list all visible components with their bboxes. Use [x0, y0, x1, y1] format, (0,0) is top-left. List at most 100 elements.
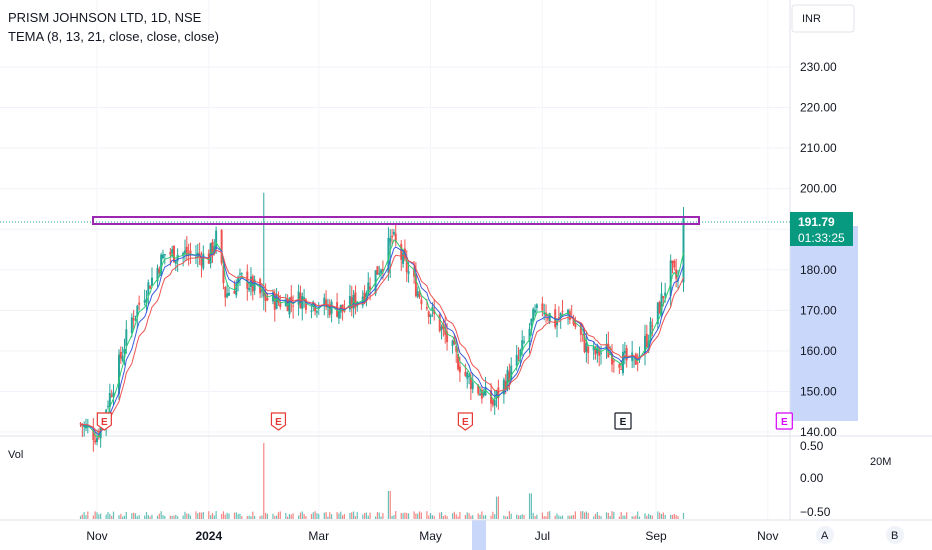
volume-bar — [288, 513, 291, 519]
volume-bar — [593, 516, 595, 519]
volume-bar — [330, 514, 333, 519]
candle-body — [149, 286, 152, 289]
candle-body — [380, 269, 383, 274]
candle-body — [381, 269, 384, 272]
bottom-button-b[interactable]: B — [886, 526, 904, 544]
resistance-box[interactable] — [92, 216, 700, 225]
volume-bar — [362, 514, 364, 519]
volume-tick-label: 0.50 — [800, 439, 824, 453]
candle-body — [682, 216, 685, 283]
candle-body — [530, 318, 533, 326]
time-tick-label: Sep — [645, 529, 667, 543]
candle-body — [444, 326, 447, 335]
bottom-button-a[interactable]: A — [816, 526, 834, 544]
time-tick-label: Nov — [86, 529, 107, 543]
candle-body — [407, 271, 410, 274]
candle-body — [623, 350, 626, 354]
candle-body — [292, 305, 295, 307]
volume-bar — [323, 512, 325, 519]
volume-bar — [363, 513, 366, 519]
candle-body — [156, 267, 159, 282]
candle-body — [160, 254, 163, 276]
volume-bar — [572, 515, 575, 519]
volume-bar — [343, 514, 346, 519]
volume-bar — [149, 516, 151, 519]
candle-body — [222, 265, 225, 284]
time-grid — [96, 0, 769, 520]
volume-bar — [83, 512, 85, 519]
candles — [79, 192, 685, 452]
volume-bar — [594, 513, 597, 519]
volume-bar — [210, 515, 212, 519]
volume-bar — [626, 512, 628, 519]
candle-body — [363, 292, 366, 302]
price-axis[interactable]: 230.00220.00210.00200.00190.00180.00170.… — [800, 60, 837, 439]
volume-bar — [561, 515, 564, 519]
candle-body — [664, 292, 667, 296]
volume-bar — [505, 516, 507, 519]
volume-bar — [122, 516, 124, 519]
candle-body — [579, 323, 582, 335]
volume-bar — [671, 514, 674, 519]
candle-body — [336, 302, 339, 317]
candle-body — [376, 266, 379, 275]
candle-body — [172, 246, 175, 263]
last-price-label: 191.79 01:33:25 — [790, 212, 853, 246]
volume-bar — [237, 513, 239, 519]
volume-bar — [233, 512, 236, 519]
candle-body — [348, 296, 351, 310]
candle-body — [264, 292, 267, 302]
time-axis[interactable]: Nov 2024 Mar May Jul Sep Nov — [86, 529, 778, 543]
volume-bar — [303, 513, 305, 519]
volume-bar — [208, 511, 210, 519]
candle-body — [471, 382, 474, 389]
volume-bar — [272, 513, 274, 519]
volume-bar — [279, 511, 281, 519]
candle-body — [183, 250, 186, 253]
volume-bar — [186, 513, 188, 519]
candle-body — [521, 340, 524, 351]
earnings-marker[interactable]: E — [96, 412, 112, 431]
candle-body — [132, 318, 135, 321]
candle-body — [567, 309, 570, 315]
candle-body — [233, 290, 236, 294]
volume-bar — [404, 512, 406, 519]
volume-bar — [657, 511, 659, 519]
volume-bar — [111, 515, 113, 519]
candle-body — [506, 369, 509, 390]
earnings-marker[interactable]: E — [457, 412, 473, 431]
volume-bar — [246, 515, 248, 519]
candle-body — [528, 328, 531, 343]
volume-scale-extra: 20M — [870, 456, 891, 468]
candle-body — [79, 423, 82, 425]
earnings-marker[interactable]: E — [614, 412, 632, 430]
candle-body — [350, 296, 353, 308]
candle-body — [636, 362, 639, 364]
volume-bar — [682, 512, 685, 519]
candle-body — [587, 346, 590, 353]
candle-body — [671, 260, 674, 264]
candle-body — [482, 391, 485, 396]
candle-body — [117, 354, 120, 394]
volume-bar — [87, 511, 89, 519]
volume-bar — [605, 512, 608, 519]
volume-bar — [215, 511, 217, 519]
candle-body — [612, 360, 615, 362]
candle-body — [600, 352, 603, 354]
volume-bar — [631, 516, 633, 519]
volume-bar — [406, 512, 408, 519]
volume-bar — [633, 516, 635, 519]
candle-body — [301, 296, 304, 309]
earnings-marker[interactable]: E — [775, 412, 793, 430]
button-b-label: B — [891, 530, 898, 542]
currency-button[interactable]: INR — [791, 4, 855, 33]
candle-body — [618, 364, 621, 368]
candle-body — [260, 289, 263, 292]
candle-body — [433, 309, 436, 315]
volume-bar — [298, 515, 300, 519]
volume-bar — [646, 515, 648, 519]
earnings-marker[interactable]: E — [270, 412, 287, 431]
candle-body — [442, 323, 445, 329]
volume-bar — [369, 512, 371, 519]
